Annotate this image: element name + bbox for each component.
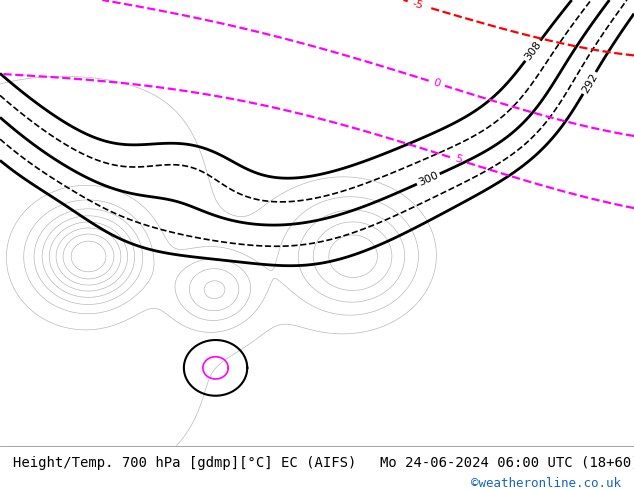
- Text: -5: -5: [411, 0, 424, 11]
- Text: 300: 300: [417, 170, 440, 188]
- Text: ©weatheronline.co.uk: ©weatheronline.co.uk: [471, 477, 621, 490]
- Text: Mo 24-06-2024 06:00 UTC (18+60): Mo 24-06-2024 06:00 UTC (18+60): [380, 456, 634, 469]
- Text: 292: 292: [579, 71, 599, 95]
- Text: Height/Temp. 700 hPa [gdmp][°C] EC (AIFS): Height/Temp. 700 hPa [gdmp][°C] EC (AIFS…: [13, 456, 356, 469]
- Text: 5: 5: [453, 154, 463, 166]
- Text: 0: 0: [432, 77, 442, 89]
- Text: 308: 308: [522, 39, 543, 62]
